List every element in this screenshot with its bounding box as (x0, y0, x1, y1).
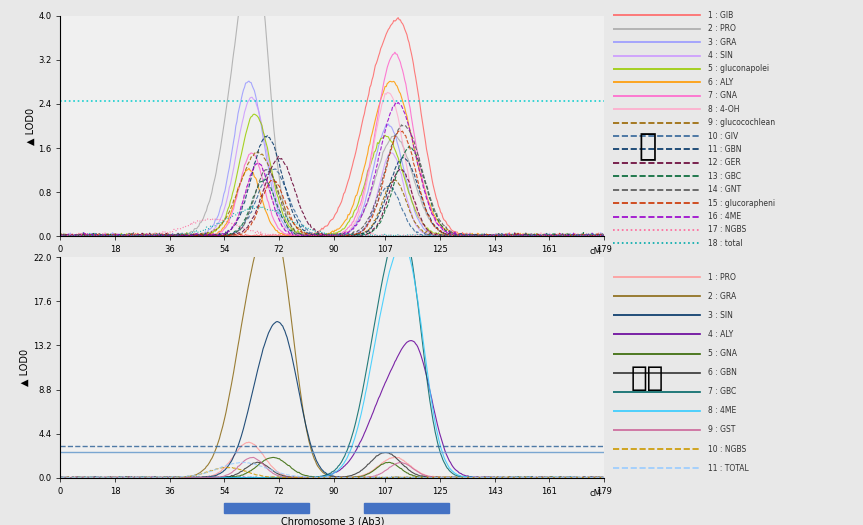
Text: cM: cM (589, 247, 602, 256)
Text: 9 : glucocochlean: 9 : glucocochlean (708, 118, 775, 127)
Text: 3 : SIN: 3 : SIN (708, 311, 733, 320)
Bar (364, 503, 450, 513)
Text: 10 : GIV: 10 : GIV (708, 132, 738, 141)
Text: 10 : NGBS: 10 : NGBS (708, 445, 746, 454)
Text: 16 : 4ME: 16 : 4ME (708, 212, 741, 221)
Text: 5 : gluconapolei: 5 : gluconapolei (708, 65, 769, 74)
Y-axis label: ▲ LOD0: ▲ LOD0 (20, 349, 30, 386)
Text: 12 : GER: 12 : GER (708, 159, 740, 167)
Text: 8 : 4-OH: 8 : 4-OH (708, 105, 740, 114)
Text: 13 : GBC: 13 : GBC (708, 172, 740, 181)
Text: 9 : GST: 9 : GST (708, 425, 735, 434)
Text: 잎: 잎 (638, 132, 657, 162)
Text: 3 : GRA: 3 : GRA (708, 38, 736, 47)
Text: 4 : ALY: 4 : ALY (708, 330, 733, 339)
Text: 11 : TOTAL: 11 : TOTAL (708, 464, 748, 472)
Text: 17 : NGBS: 17 : NGBS (708, 226, 746, 235)
Text: 14 : GNT: 14 : GNT (708, 185, 741, 194)
Text: 7 : GNA: 7 : GNA (708, 91, 737, 100)
Text: cM: cM (589, 489, 602, 498)
Text: 2 : PRO: 2 : PRO (708, 24, 736, 33)
Text: 6 : ALY: 6 : ALY (708, 78, 733, 87)
Text: 7 : GBC: 7 : GBC (708, 387, 736, 396)
Bar (224, 503, 310, 513)
X-axis label: Chromosome 3 (Ab3): Chromosome 3 (Ab3) (280, 275, 384, 285)
Text: 종자: 종자 (631, 364, 664, 392)
Text: 6 : GBN: 6 : GBN (708, 368, 737, 377)
Text: 15 : glucorapheni: 15 : glucorapheni (708, 198, 775, 208)
Text: 8 : 4ME: 8 : 4ME (708, 406, 736, 415)
Y-axis label: ▲ LOD0: ▲ LOD0 (25, 108, 35, 144)
Text: 18 : total: 18 : total (708, 239, 742, 248)
Text: 2 : GRA: 2 : GRA (708, 292, 736, 301)
X-axis label: Chromosome 3 (Ab3): Chromosome 3 (Ab3) (280, 517, 384, 525)
Text: 5 : GNA: 5 : GNA (708, 349, 737, 358)
Text: 1 : PRO: 1 : PRO (708, 272, 736, 282)
Text: 11 : GBN: 11 : GBN (708, 145, 741, 154)
Text: 4 : SIN: 4 : SIN (708, 51, 733, 60)
Text: 1 : GIB: 1 : GIB (708, 11, 733, 20)
